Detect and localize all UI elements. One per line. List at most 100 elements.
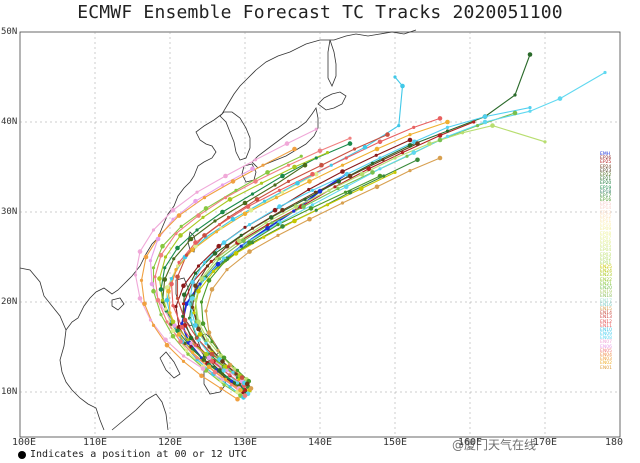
- track-position: [204, 341, 208, 345]
- legend-entry: EP02: [600, 256, 612, 262]
- track-position: [370, 161, 375, 165]
- track-position: [235, 381, 240, 385]
- track-position: [374, 184, 380, 190]
- track-position: [193, 323, 198, 328]
- track-position: [216, 349, 220, 353]
- track-position: [241, 238, 246, 244]
- track-position: [336, 187, 340, 191]
- legend-entry: EP24: [600, 164, 612, 170]
- track-position: [250, 226, 255, 230]
- legend-entry: EN08: [600, 336, 612, 342]
- legend-entry: EN02: [600, 361, 612, 367]
- track-position: [253, 158, 258, 162]
- track-position: [250, 192, 255, 196]
- track-position: [137, 249, 143, 254]
- track-position: [229, 379, 234, 383]
- track-position: [225, 368, 229, 372]
- track-position: [175, 245, 180, 251]
- track-position: [200, 321, 206, 326]
- track-position: [381, 158, 385, 162]
- track-position: [220, 372, 225, 376]
- track-position: [177, 260, 181, 264]
- track-position: [195, 228, 199, 232]
- longitude-tick: 140E: [307, 437, 333, 448]
- legend-entry: EN13: [600, 315, 612, 321]
- track-position: [512, 110, 518, 116]
- track-position: [196, 213, 201, 218]
- track-position: [204, 309, 208, 313]
- track-position: [164, 297, 170, 303]
- track-position: [292, 146, 297, 152]
- footer-note: Indicates a position at 00 or 12 UTC: [18, 449, 247, 460]
- track-position: [151, 266, 156, 270]
- track-position: [286, 179, 291, 183]
- track-position: [190, 305, 195, 309]
- track-position: [193, 298, 198, 302]
- track-position: [347, 173, 353, 179]
- track-position: [314, 208, 318, 212]
- track-position: [319, 162, 324, 168]
- track-line: [205, 157, 441, 389]
- legend-entry: EP07: [600, 235, 612, 241]
- track-position: [362, 144, 368, 150]
- track-position: [196, 326, 201, 332]
- track-position: [217, 223, 222, 227]
- track-position: [193, 283, 198, 289]
- track-position: [408, 133, 412, 137]
- longitude-tick: 150E: [382, 437, 408, 448]
- track-position: [220, 377, 225, 381]
- track-position: [242, 211, 248, 217]
- track-position: [190, 296, 195, 301]
- track-position: [209, 287, 215, 292]
- track-position: [490, 123, 495, 128]
- track-position: [366, 166, 372, 172]
- track-position: [253, 179, 258, 184]
- track-position: [270, 221, 274, 225]
- track-position: [248, 386, 254, 391]
- track-position: [325, 151, 330, 155]
- legend-entry: EN04: [600, 353, 612, 358]
- track-position: [175, 264, 180, 268]
- track-position: [160, 243, 165, 249]
- track-position: [230, 179, 236, 184]
- track-position: [142, 301, 147, 307]
- track-position: [179, 224, 183, 228]
- track-position: [310, 203, 315, 207]
- korea-peninsula: [219, 111, 251, 161]
- track-position: [292, 164, 297, 170]
- track-position: [220, 183, 225, 187]
- track-position: [272, 207, 278, 213]
- track-position: [314, 156, 318, 160]
- legend-entry: EP25: [600, 160, 612, 166]
- track-position: [235, 396, 240, 402]
- track-position: [202, 196, 207, 200]
- legend-entry: EN25: [600, 265, 612, 271]
- track-position: [169, 281, 174, 287]
- track-position: [247, 223, 252, 227]
- legend-entry: EP03: [600, 252, 612, 258]
- track-position: [148, 318, 153, 322]
- track-position: [239, 244, 243, 248]
- track-position: [250, 241, 255, 245]
- legend-entry: EN10: [600, 327, 612, 333]
- track-position: [197, 332, 203, 337]
- track-position: [163, 307, 168, 311]
- track-position: [242, 200, 248, 206]
- track-position: [176, 332, 182, 337]
- track-position: [221, 368, 227, 373]
- track-position: [482, 114, 488, 119]
- track-position: [475, 124, 480, 128]
- track-position: [168, 311, 172, 315]
- track-position: [407, 143, 413, 148]
- track-position: [203, 351, 209, 357]
- track-position: [378, 156, 382, 160]
- legend-entry: EN15: [600, 306, 612, 312]
- track-position: [184, 301, 189, 307]
- track-position: [216, 243, 222, 249]
- track-position: [206, 355, 212, 361]
- track-position: [181, 283, 186, 289]
- track-position: [412, 125, 416, 129]
- legend-entry: EP15: [600, 202, 612, 208]
- track-line: [161, 164, 306, 386]
- track-position: [325, 203, 330, 207]
